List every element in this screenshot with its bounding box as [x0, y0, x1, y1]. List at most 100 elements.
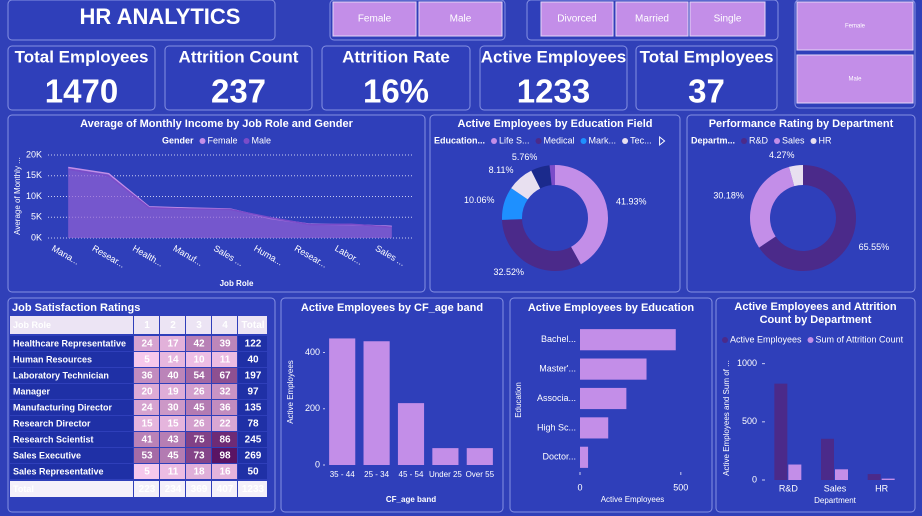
panel: [479, 45, 628, 111]
table-cell: [10, 384, 133, 399]
table-cell: [134, 352, 159, 367]
table-cell: [238, 384, 267, 399]
table-text: 17: [167, 339, 179, 350]
table-cell: [186, 336, 211, 351]
table-text: 36: [141, 371, 153, 382]
slicer-label[interactable]: Divorced: [557, 14, 596, 25]
table-text: 32: [219, 387, 231, 398]
donut-slice: [788, 165, 803, 187]
table-text: 15: [167, 419, 179, 430]
table-cell: [160, 352, 185, 367]
table-text: 234: [165, 484, 182, 495]
x-tick-label: 0: [577, 482, 582, 492]
table-text: 5: [144, 355, 150, 366]
data-label: 41.93%: [616, 197, 647, 207]
donut-slice: [549, 164, 555, 186]
bar: [881, 478, 895, 480]
donut-slice: [502, 219, 581, 272]
table-text: 97: [247, 387, 259, 398]
slicer-label[interactable]: Male: [450, 14, 472, 25]
table-text: 369: [191, 484, 208, 495]
slicer-label[interactable]: Male: [848, 77, 862, 83]
y-tick-label: Master'...: [539, 363, 576, 373]
table-cell: [212, 352, 237, 367]
table-text: 10: [193, 355, 205, 366]
table-text: 26: [193, 419, 205, 430]
donut-slice: [759, 165, 857, 271]
axis-title: CF_age band: [386, 495, 436, 504]
table-cell: [134, 400, 159, 415]
data-label: 32.52%: [493, 267, 524, 277]
x-tick-label: R&D: [779, 483, 799, 493]
bar: [432, 448, 459, 465]
table-cell: [134, 448, 159, 463]
slicer-label[interactable]: Female: [358, 14, 392, 25]
legend-dot: [622, 138, 629, 144]
slicer-button[interactable]: [332, 1, 417, 37]
slicer-button[interactable]: [540, 1, 614, 37]
table-text: 30: [167, 403, 179, 414]
table-text: Research Scientist: [13, 434, 94, 444]
table-cell: [160, 400, 185, 415]
table-text: Total: [241, 320, 264, 331]
table-cell: [212, 384, 237, 399]
slicer-button[interactable]: [615, 1, 689, 37]
x-tick-label: HR: [875, 483, 888, 493]
axis-title: Education: [514, 382, 523, 418]
bar: [774, 383, 788, 480]
legend-label: Tec...: [630, 135, 652, 145]
kpi-label: Active Employees: [481, 47, 627, 66]
table-cell: [238, 464, 267, 479]
bar: [580, 329, 676, 351]
y-tick-label: Associa...: [537, 393, 576, 403]
slicer-label[interactable]: Single: [714, 14, 742, 25]
y-tick-label: Bachel...: [541, 334, 576, 344]
bar: [580, 417, 609, 439]
table-cell: [160, 464, 185, 479]
slicer-button[interactable]: [418, 1, 503, 37]
table-cell: [186, 384, 211, 399]
slicer-button[interactable]: [689, 1, 766, 37]
table-cell: [10, 336, 133, 351]
axis-title: Job Role: [220, 279, 254, 288]
table-cell: [160, 448, 185, 463]
axis-title: Active Employees: [286, 360, 295, 424]
slicer-label[interactable]: Female: [845, 24, 866, 30]
data-label: 65.55%: [859, 242, 890, 252]
table-text: 4: [222, 320, 228, 331]
y-tick-label: 15K: [26, 170, 42, 180]
legend-label: Male: [252, 135, 272, 145]
legend-label: R&D: [749, 135, 769, 145]
table-text: 45: [167, 451, 179, 462]
legend-dot: [810, 138, 817, 144]
table-text: Sales Executive: [13, 450, 81, 460]
table-text: 40: [247, 355, 259, 366]
table-cell: [212, 432, 237, 447]
table-cell: [238, 416, 267, 431]
slicer-label[interactable]: Married: [635, 14, 669, 25]
slicer-button[interactable]: [796, 54, 914, 104]
bar: [466, 448, 493, 465]
table-text: Sales Representative: [13, 466, 104, 476]
legend-label: Medical: [544, 135, 575, 145]
slicer-button[interactable]: [796, 1, 914, 51]
axis-title: Average of Monthly ...: [13, 157, 22, 235]
kpi-label: Total Employees: [15, 47, 149, 66]
legend-more-arrow: [659, 135, 666, 147]
donut-slice: [531, 165, 552, 189]
table-text: 73: [193, 451, 205, 462]
y-tick-label: Doctor...: [542, 452, 576, 462]
x-tick-label: Under 25: [429, 470, 462, 479]
table-text: 42: [193, 339, 205, 350]
y-tick-label: 10K: [26, 191, 42, 201]
legend-dot: [580, 138, 587, 144]
table-cell: [212, 368, 237, 383]
table-cell: [134, 368, 159, 383]
donut-slice: [511, 170, 541, 200]
panel: [321, 45, 471, 111]
table-cell: [186, 448, 211, 463]
bar: [788, 464, 802, 480]
table-text: 45: [193, 403, 205, 414]
y-tick-label: 1000: [737, 358, 757, 368]
